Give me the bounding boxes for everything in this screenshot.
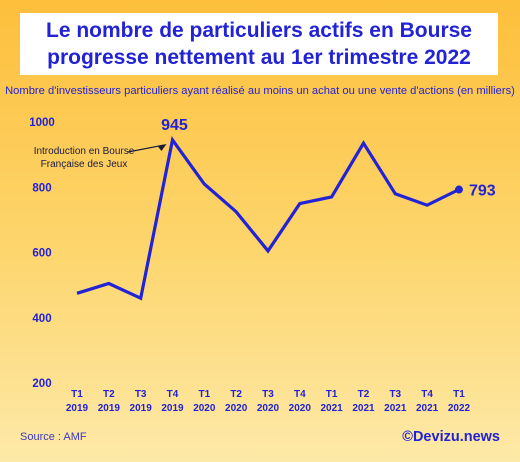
x-tick-label-year: 2021 [321, 403, 344, 414]
title-box: Le nombre de particuliers actifs en Bour… [20, 13, 498, 75]
x-tick-label-quarter: T1 [453, 389, 465, 400]
x-tick-label-quarter: T2 [230, 389, 242, 400]
x-tick-label-quarter: T4 [167, 389, 179, 400]
source-note: Source : AMF [20, 431, 87, 443]
y-tick-label: 600 [32, 248, 51, 260]
x-tick-label-quarter: T3 [135, 389, 147, 400]
y-tick-label: 200 [32, 378, 51, 390]
y-tick-label: 1000 [29, 117, 55, 129]
x-tick-label-year: 2020 [193, 403, 216, 414]
chart-subtitle: Nombre d'investisseurs particuliers ayan… [5, 85, 515, 97]
y-tick-label: 400 [32, 313, 51, 325]
x-tick-label-year: 2019 [66, 403, 89, 414]
x-tick-label-year: 2021 [384, 403, 407, 414]
x-tick-label-quarter: T4 [421, 389, 433, 400]
x-tick-label-year: 2020 [225, 403, 248, 414]
x-tick-label-quarter: T2 [103, 389, 115, 400]
data-label: 945 [161, 117, 188, 134]
x-tick-label-quarter: T3 [262, 389, 274, 400]
x-tick-label-year: 2019 [130, 403, 153, 414]
x-tick-label-quarter: T3 [389, 389, 401, 400]
last-point-marker [454, 185, 463, 194]
x-tick-label-year: 2019 [98, 403, 121, 414]
annotation-text-line-1: Introduction en Bourse [34, 146, 135, 157]
x-tick-label-quarter: T1 [71, 389, 83, 400]
x-tick-label-quarter: T1 [198, 389, 210, 400]
x-tick-label-year: 2020 [289, 403, 312, 414]
x-tick-label-quarter: T4 [294, 389, 306, 400]
annotation-text-line-2: Française des Jeux [41, 159, 128, 170]
chart-title-line-1: Le nombre de particuliers actifs en Bour… [46, 19, 472, 42]
data-label: 793 [469, 183, 496, 200]
x-tick-label-year: 2021 [416, 403, 439, 414]
brand-logo: ©Devizu.news [402, 429, 500, 445]
x-tick-label-quarter: T2 [358, 389, 370, 400]
x-tick-label-year: 2021 [352, 403, 375, 414]
series-line [76, 135, 460, 301]
annotation-arrow-head [157, 143, 167, 151]
x-tick-label-year: 2019 [161, 403, 184, 414]
x-tick-label-year: 2020 [257, 403, 280, 414]
x-tick-label-year: 2022 [448, 403, 471, 414]
y-tick-label: 800 [32, 182, 51, 194]
x-tick-label-quarter: T1 [326, 389, 338, 400]
chart-title-line-2: progresse nettement au 1er trimestre 202… [47, 46, 471, 69]
